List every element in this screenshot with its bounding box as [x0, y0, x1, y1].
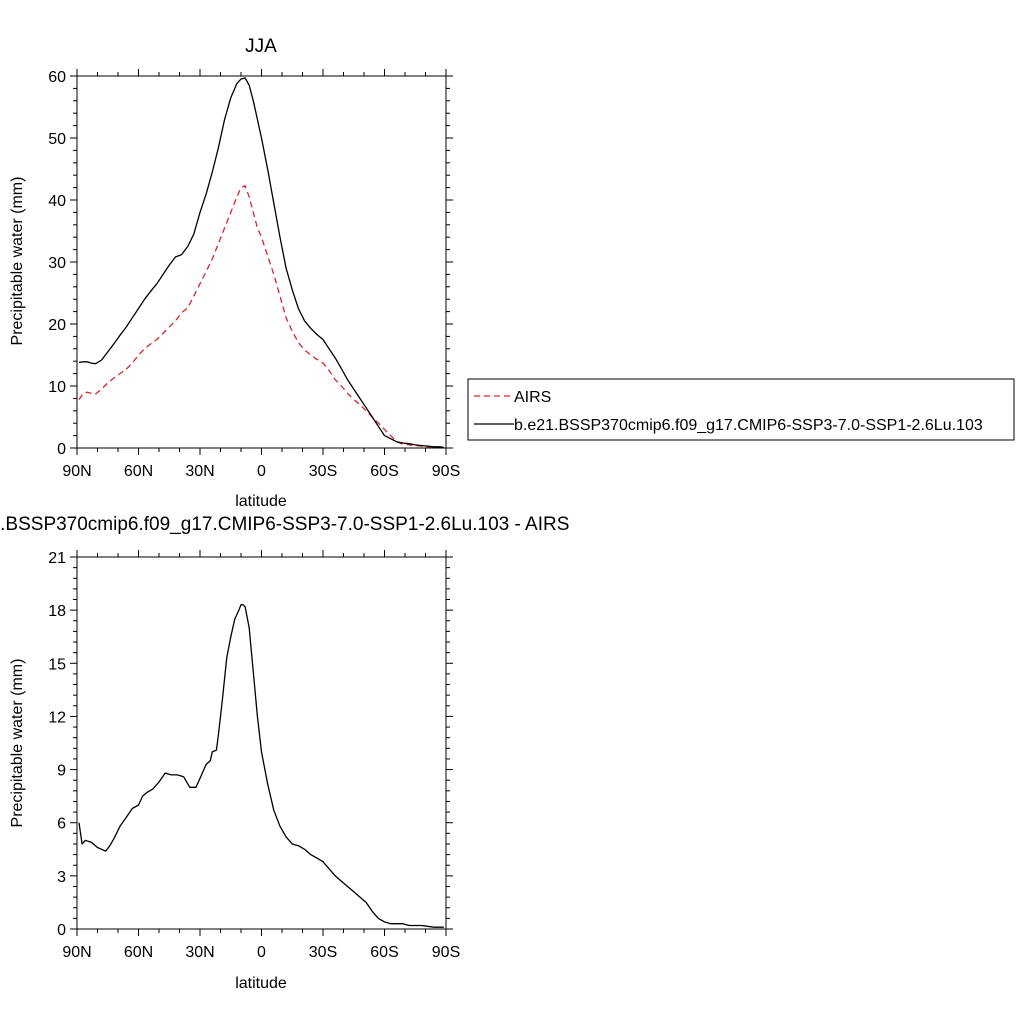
bottom-chart-title: b.e21.BSSP370cmip6.f09_g17.CMIP6-SSP3-7.… [0, 514, 569, 535]
bottom-x-tick-label: 90N [62, 944, 91, 961]
panel-top: JJA Precipitable water (mm) latitude 90N… [9, 36, 460, 510]
top-series-line-model [78, 77, 444, 448]
top-x-tick-label: 60S [370, 463, 398, 480]
bottom-y-tick-label: 0 [57, 922, 66, 939]
top-plot-area: 90N 60N 30N 0 30S 60S 90S 0 10 20 30 40 50 60 [48, 69, 460, 480]
bottom-y-axis-label: Precipitable water (mm) [9, 659, 26, 828]
top-y-tick-label: 60 [48, 69, 66, 86]
top-y-tick-label: 30 [48, 255, 66, 272]
bottom-x-tick-label: 30N [185, 944, 214, 961]
top-y-tick-label: 0 [57, 441, 66, 458]
top-x-tick-label: 30N [185, 463, 214, 480]
bottom-y-tick-label: 18 [48, 603, 66, 620]
top-x-tick-label: 30S [309, 463, 337, 480]
bottom-series-group [78, 604, 444, 928]
top-x-tick-label: 90N [62, 463, 91, 480]
top-chart-title: JJA [245, 36, 277, 57]
legend-label-model: b.e21.BSSP370cmip6.f09_g17.CMIP6-SSP3-7.… [514, 417, 983, 434]
bottom-y-tick-label: 3 [57, 869, 66, 886]
bottom-x-tick-label: 0 [257, 944, 266, 961]
legend: AIRS b.e21.BSSP370cmip6.f09_g17.CMIP6-SS… [467, 378, 1015, 441]
top-x-axis-label: latitude [235, 493, 287, 510]
top-y-tick-label: 50 [48, 131, 66, 148]
top-x-tick-label: 90S [432, 463, 460, 480]
bottom-series-line-difference [78, 604, 444, 928]
legend-label-airs: AIRS [514, 389, 551, 406]
top-y-axis-label: Precipitable water (mm) [9, 177, 26, 346]
top-x-tick-label: 60N [124, 463, 153, 480]
bottom-x-tick-label: 60S [370, 944, 398, 961]
bottom-plot-area: 90N 60N 30N 0 30S 60S 90S 0 3 6 9 12 15 18 21 [48, 550, 460, 961]
top-y-tick-label: 40 [48, 193, 66, 210]
bottom-y-tick-label: 15 [48, 656, 66, 673]
bottom-x-tick-label: 60N [124, 944, 153, 961]
bottom-x-tick-label: 90S [432, 944, 460, 961]
panel-bottom: b.e21.BSSP370cmip6.f09_g17.CMIP6-SSP3-7.… [0, 514, 569, 992]
top-series-group [78, 77, 444, 448]
bottom-y-tick-label: 6 [57, 816, 66, 833]
top-y-tick-label: 20 [48, 317, 66, 334]
bottom-y-tick-label: 9 [57, 763, 66, 780]
legend-box [467, 378, 1015, 441]
bottom-x-tick-label: 30S [309, 944, 337, 961]
bottom-y-tick-label: 21 [48, 550, 66, 567]
top-y-tick-label: 10 [48, 379, 66, 396]
bottom-y-tick-label: 12 [48, 709, 66, 726]
top-series-line-airs [78, 185, 444, 448]
bottom-x-axis-label: latitude [235, 975, 287, 992]
top-x-tick-label: 0 [257, 463, 266, 480]
